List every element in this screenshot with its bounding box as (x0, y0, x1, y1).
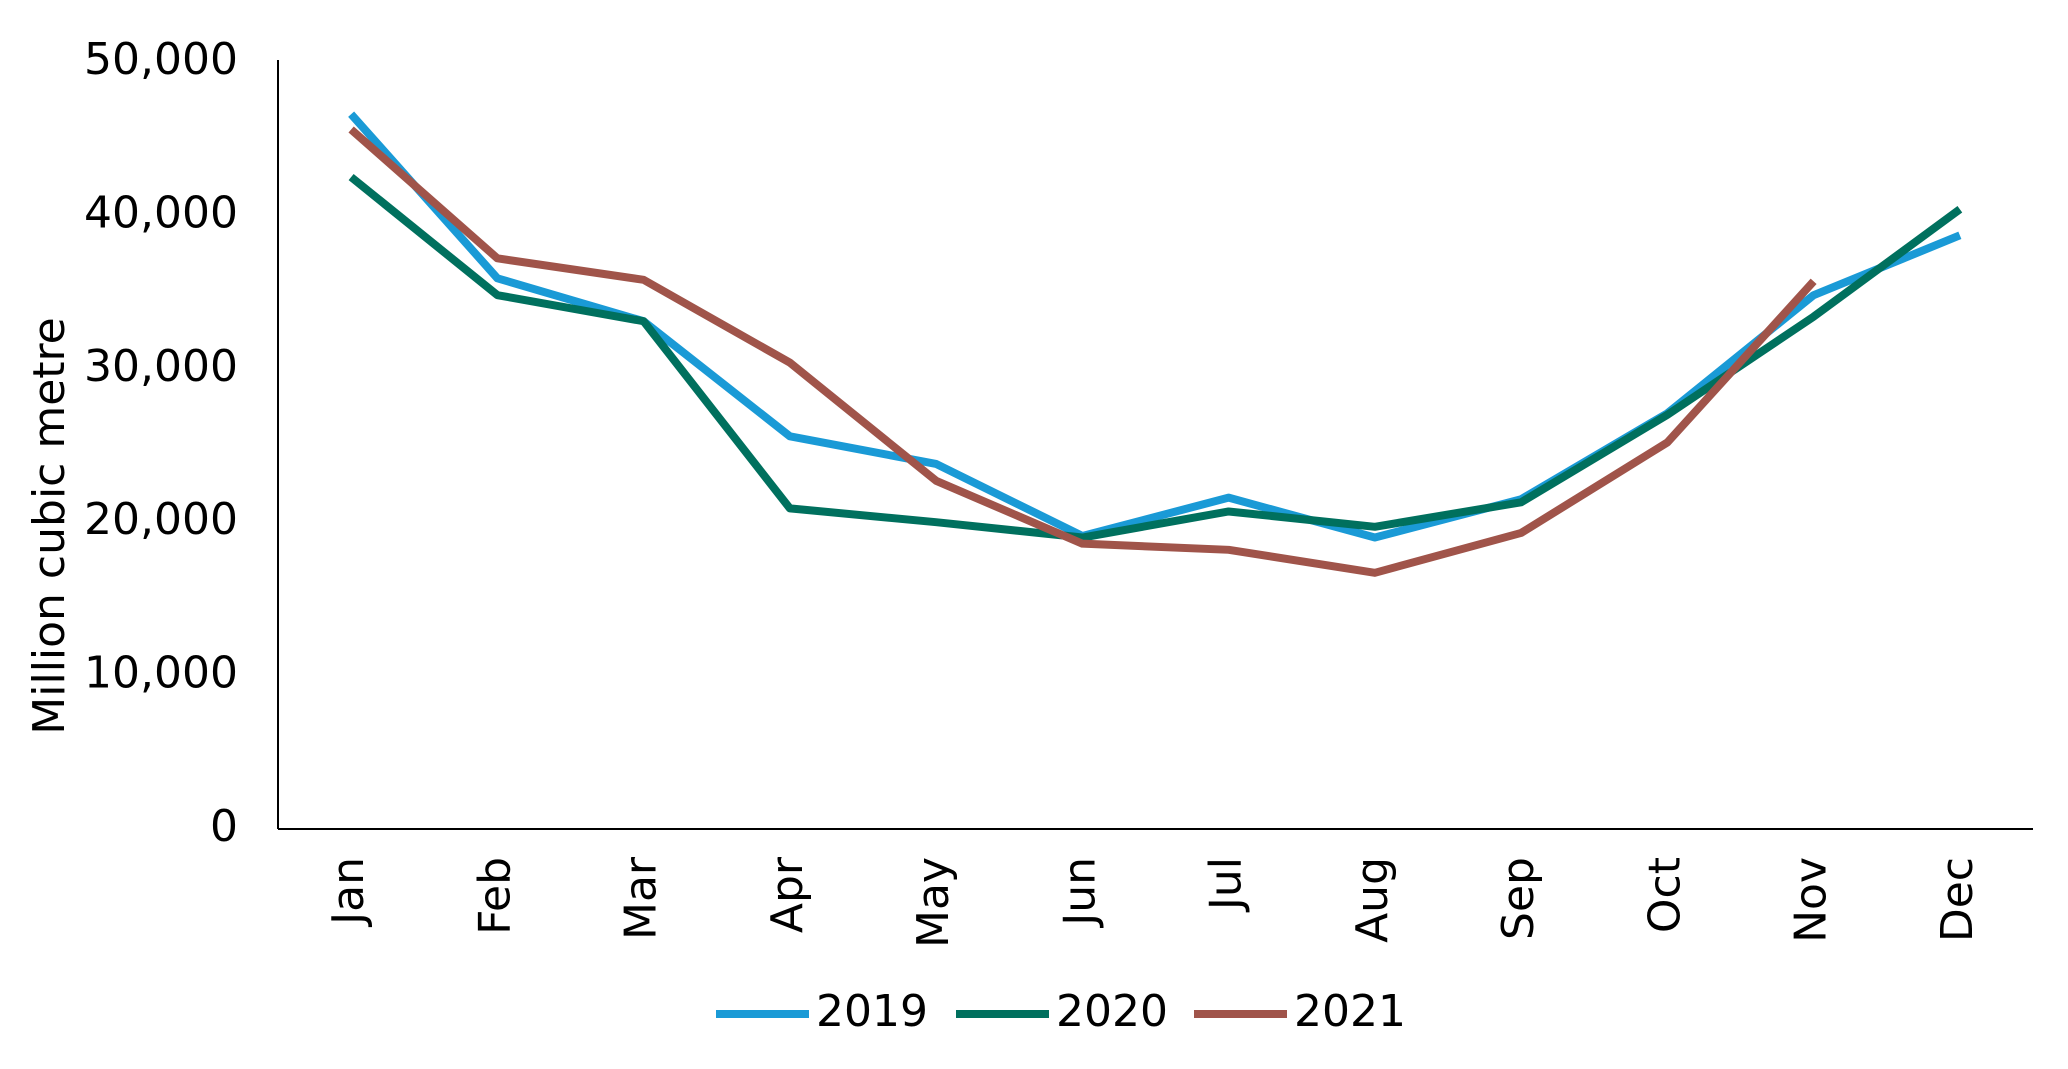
y-tick-label: 50,000 (84, 34, 238, 85)
x-tick-label: Jul (1201, 857, 1252, 913)
y-tick-label: 30,000 (84, 341, 238, 392)
x-tick-label: Apr (762, 856, 813, 933)
x-tick-label: Feb (469, 857, 520, 935)
legend-label: 2019 (816, 986, 928, 1037)
x-tick-label: Jan (323, 857, 374, 928)
series-line (348, 173, 1963, 542)
x-tick-label: Sep (1493, 857, 1544, 940)
x-tick-label: Dec (1932, 857, 1983, 942)
series-line (348, 111, 1962, 542)
y-tick-label: 40,000 (84, 187, 238, 238)
x-tick-label: May (908, 857, 959, 948)
x-tick-label: Nov (1786, 857, 1837, 943)
y-tick-label: 10,000 (84, 648, 238, 699)
x-tick-label: Oct (1639, 857, 1690, 933)
x-tick-label: Aug (1347, 857, 1398, 943)
series-line (348, 126, 1817, 577)
y-tick-label: 20,000 (84, 494, 238, 545)
x-tick-label: Jun (1054, 857, 1105, 929)
legend-label: 2020 (1056, 986, 1168, 1037)
x-tick-label: Mar (616, 856, 667, 940)
y-axis-title: Million cubic metre (24, 317, 75, 734)
legend-label: 2021 (1294, 986, 1406, 1037)
y-tick-label: 0 (210, 801, 238, 852)
